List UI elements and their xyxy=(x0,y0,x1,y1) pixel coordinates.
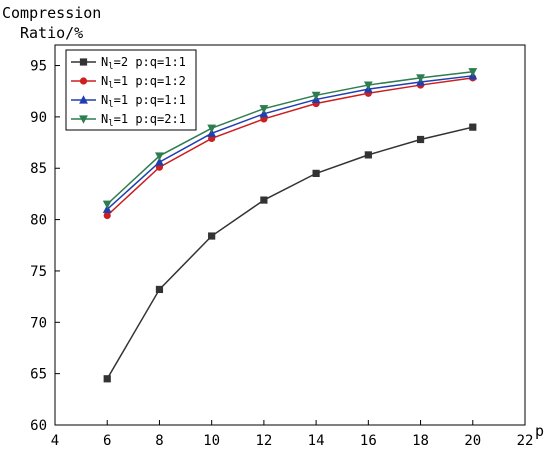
legend: Nl=2 p:q=1:1 Nl=1 p:q=1:2 Nl=1 p:q=1:1 Nl=1… xyxy=(65,49,197,131)
data-point xyxy=(311,91,321,101)
series-layer xyxy=(102,68,478,383)
series-line xyxy=(106,70,473,205)
data-point xyxy=(102,200,112,209)
legend-entry: Nl=1 p:q=1:1 xyxy=(71,93,186,110)
y-axis-title-line1: Compression xyxy=(2,4,101,22)
legend-swatch-marker xyxy=(79,58,88,66)
series-3 xyxy=(102,71,478,213)
legend-label: Nl=1 p:q=1:2 xyxy=(101,74,186,91)
data-point xyxy=(364,151,372,159)
x-tick-label: 4 xyxy=(51,433,59,449)
y-tick-label: 80 xyxy=(30,213,47,229)
data-point xyxy=(312,169,320,177)
y-tick-label: 90 xyxy=(30,110,47,126)
series-line xyxy=(106,75,473,210)
plot-frame xyxy=(54,44,526,426)
x-axis-title: p xyxy=(535,422,544,440)
y-tick-label: 75 xyxy=(30,264,47,280)
legend-swatch-marker xyxy=(79,95,88,104)
x-tick-label: 6 xyxy=(103,433,111,449)
x-tick-label: 22 xyxy=(517,433,534,449)
series-4 xyxy=(102,68,478,209)
x-axis: 4 6 8 10 12 14 16 18 20 22 xyxy=(51,420,534,449)
legend-box xyxy=(65,49,197,131)
x-tick-label: 14 xyxy=(308,433,325,449)
data-point xyxy=(103,211,111,220)
data-point xyxy=(155,157,164,166)
data-point xyxy=(259,105,269,114)
series-line xyxy=(106,77,473,217)
data-point xyxy=(416,135,425,144)
data-point xyxy=(155,285,164,294)
legend-entry: Nl=1 p:q=1:2 xyxy=(71,74,186,91)
data-point xyxy=(260,196,268,204)
data-point xyxy=(155,152,164,161)
x-tick-label: 8 xyxy=(155,433,163,449)
data-point xyxy=(363,81,373,90)
y-tick-label: 85 xyxy=(30,161,47,177)
y-tick-label: 95 xyxy=(30,59,47,75)
x-tick-label: 16 xyxy=(360,433,377,449)
y-axis-title-line2: Ratio/% xyxy=(20,24,83,42)
legend-label: Nl=1 p:q=1:1 xyxy=(101,93,186,110)
x-tick-label: 18 xyxy=(412,433,429,449)
x-tick-label: 10 xyxy=(203,433,220,449)
series-1 xyxy=(103,123,477,383)
legend-entry: Nl=2 p:q=1:1 xyxy=(71,55,186,72)
legend-label: Nl=1 p:q=2:1 xyxy=(101,112,186,129)
x-tick-label: 20 xyxy=(464,433,481,449)
data-point xyxy=(469,123,477,131)
y-tick-label: 70 xyxy=(30,315,47,331)
data-point xyxy=(208,232,216,240)
data-point xyxy=(207,124,217,133)
y-tick-label: 65 xyxy=(30,367,47,383)
data-point xyxy=(416,74,425,83)
series-line xyxy=(106,126,473,380)
legend-swatch-marker xyxy=(79,77,88,85)
legend-swatch-marker xyxy=(79,115,88,124)
x-tick-label: 12 xyxy=(255,433,272,449)
legend-label: Nl=2 p:q=1:1 xyxy=(101,55,186,72)
legend-entry: Nl=1 p:q=2:1 xyxy=(71,112,186,129)
y-axis: 60 65 70 75 80 85 90 95 xyxy=(30,59,60,434)
data-point xyxy=(468,68,478,77)
y-tick-label: 60 xyxy=(30,418,47,434)
data-point xyxy=(103,375,111,383)
